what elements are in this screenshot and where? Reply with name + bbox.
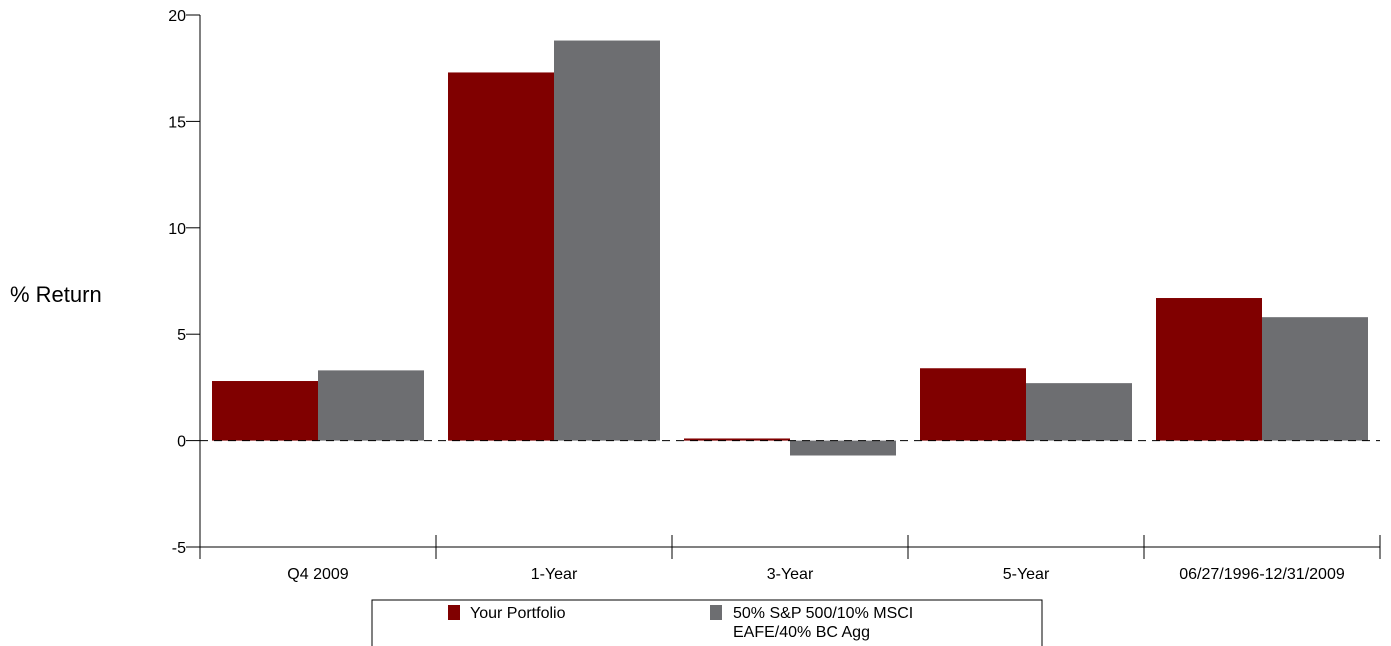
bar-portfolio — [448, 72, 554, 441]
bar-benchmark — [318, 370, 424, 441]
legend-label-your-portfolio: Your Portfolio — [470, 605, 566, 622]
axes-layer: -5 0 5 10 15 20 Q4 2009 1-Year 3-Year 5-Year 06/27… — [168, 8, 1381, 583]
y-tick-label: 5 — [177, 327, 186, 344]
y-axis-label: % Return — [10, 282, 102, 307]
y-tick-label: -5 — [172, 540, 186, 557]
legend-swatch-benchmark — [710, 605, 722, 620]
y-tick-label: 15 — [168, 114, 186, 131]
bar-benchmark — [1262, 317, 1368, 441]
bar-benchmark — [554, 40, 660, 441]
bar-benchmark — [1026, 383, 1132, 441]
legend-label-benchmark: 50% S&P 500/10% MSCI EAFE/40% BC Agg — [733, 605, 913, 641]
y-tick-label: 10 — [168, 221, 186, 238]
x-tick-label: Q4 2009 — [287, 566, 348, 583]
x-tick-label: 1-Year — [531, 566, 578, 583]
bar-benchmark — [790, 440, 896, 456]
legend-label-line: 50% S&P 500/10% MSCI — [733, 605, 913, 622]
x-tick-label: 06/27/1996-12/31/2009 — [1179, 566, 1345, 583]
bar-portfolio — [212, 381, 318, 441]
bars-layer — [212, 40, 1368, 456]
bar-portfolio — [920, 368, 1026, 441]
y-tick-label: 20 — [168, 8, 186, 25]
bar-portfolio — [684, 438, 790, 441]
x-tick-label: 3-Year — [767, 566, 814, 583]
y-tick-label: 0 — [177, 434, 186, 451]
legend-box — [371, 599, 1043, 646]
legend: Your Portfolio 50% S&P 500/10% MSCI EAFE/… — [371, 599, 1043, 646]
legend-label-line: EAFE/40% BC Agg — [733, 624, 870, 641]
legend-swatch-your-portfolio — [448, 605, 460, 620]
legend-label-line: Your Portfolio — [470, 605, 566, 622]
bar-portfolio — [1156, 298, 1262, 441]
x-tick-label: 5-Year — [1003, 566, 1050, 583]
